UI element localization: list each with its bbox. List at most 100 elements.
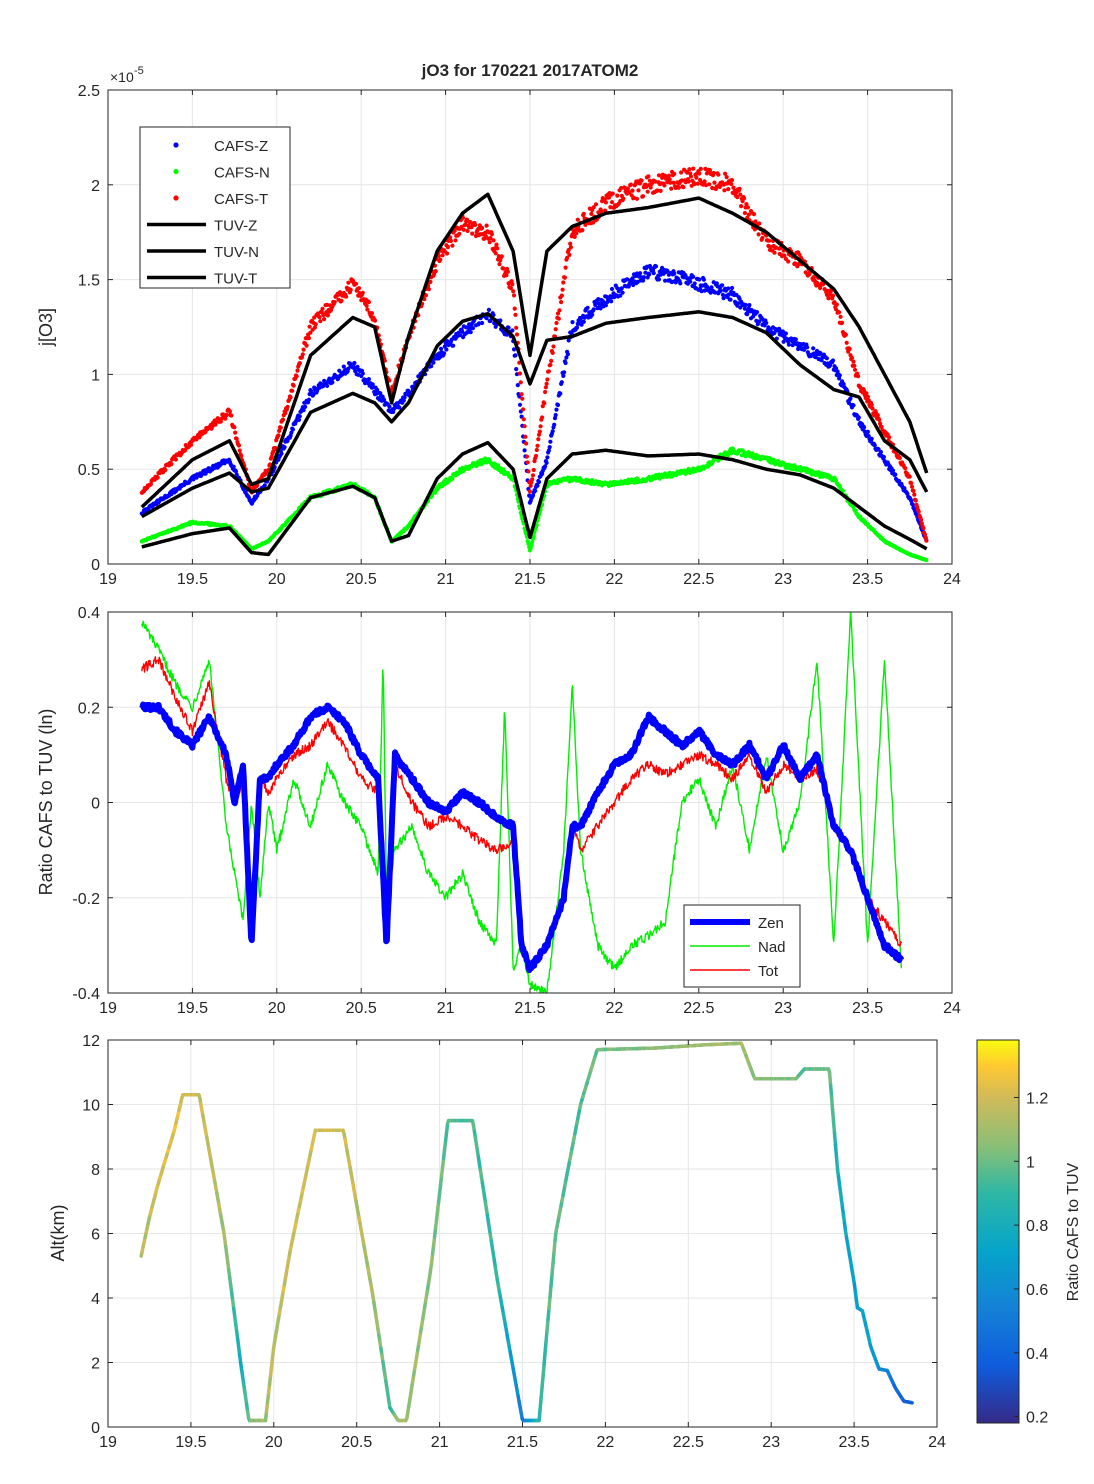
point-cafs-t (621, 196, 626, 201)
point-cafs-z (848, 396, 853, 401)
point-cafs-t (148, 482, 153, 487)
point-cafs-z (506, 325, 511, 330)
point-cafs-t (301, 347, 306, 352)
ratio-panel: 19 19.5 20 20.5 21 21.5 22 22.5 23 23.5 24 -0.4 -0.2… (36, 605, 961, 1017)
point-cafs-t (562, 275, 568, 280)
p2-xtick-label: 21 (437, 1000, 455, 1017)
point-cafs-t (494, 242, 499, 247)
point-cafs-t (484, 223, 489, 228)
series-cafs-n (139, 446, 929, 563)
point-cafs-z (511, 347, 517, 352)
point-cafs-t (645, 189, 650, 194)
point-cafs-t (525, 460, 530, 465)
p2-xtick-label: 21.5 (514, 1000, 545, 1017)
point-cafs-t (534, 447, 539, 453)
point-cafs-t (716, 172, 721, 177)
point-cafs-t (636, 188, 641, 193)
point-cafs-t (669, 186, 674, 191)
point-cafs-z (484, 316, 489, 321)
point-cafs-t (639, 178, 644, 183)
point-cafs-z (651, 271, 656, 276)
point-cafs-t (372, 318, 378, 323)
point-cafs-z (726, 286, 731, 291)
jo3-ylabel: j[O3] (36, 308, 56, 347)
point-cafs-t (277, 428, 282, 433)
point-cafs-z (851, 403, 856, 408)
point-cafs-t (530, 477, 535, 482)
point-cafs-t (533, 453, 539, 459)
point-cafs-t (555, 311, 561, 316)
point-cafs-t (707, 182, 712, 187)
point-cafs-t (849, 355, 855, 360)
point-cafs-t (536, 432, 542, 437)
point-cafs-z (297, 414, 302, 419)
point-cafs-t (756, 232, 761, 237)
point-cafs-t (433, 269, 438, 274)
point-cafs-t (843, 332, 849, 337)
point-cafs-z (574, 325, 580, 330)
point-cafs-t (676, 185, 681, 190)
point-cafs-z (830, 358, 836, 363)
altitude-ylabel: Alt(km) (48, 1205, 68, 1262)
p3-xtick-label: 23 (762, 1434, 780, 1451)
colorbar-label: Ratio CAFS to TUV (1065, 1162, 1082, 1301)
point-cafs-z (387, 404, 392, 409)
point-cafs-t (887, 435, 892, 440)
point-cafs-t (537, 429, 542, 434)
altitude-segment (537, 1407, 542, 1423)
point-cafs-t (542, 401, 547, 406)
point-cafs-t (634, 196, 640, 201)
p3-xtick-label: 24 (928, 1434, 946, 1451)
point-cafs-t (742, 210, 748, 216)
point-cafs-z (641, 278, 646, 283)
point-cafs-z (598, 306, 603, 311)
point-cafs-t (767, 238, 772, 243)
point-cafs-t (312, 325, 317, 330)
point-cafs-t (723, 171, 728, 176)
point-cafs-z (856, 415, 861, 420)
point-cafs-t (353, 281, 359, 286)
point-cafs-t (169, 462, 174, 467)
point-cafs-z (697, 277, 702, 282)
point-cafs-z (547, 445, 552, 450)
p1-xtick-label: 22 (606, 571, 624, 588)
point-cafs-z (445, 339, 450, 344)
point-cafs-z (609, 286, 615, 292)
altitude-segment (539, 1385, 544, 1400)
point-cafs-t (792, 261, 798, 266)
point-cafs-z (805, 345, 810, 350)
point-cafs-t (687, 167, 692, 172)
point-cafs-t (543, 385, 549, 390)
point-cafs-z (341, 364, 346, 369)
point-cafs-z (566, 338, 571, 343)
point-cafs-z (619, 286, 624, 291)
figure-title: jO3 for 170221 2017ATOM2 (421, 61, 639, 80)
point-cafs-t (545, 377, 550, 382)
point-cafs-t (463, 222, 468, 227)
point-cafs-n (590, 478, 595, 483)
point-cafs-z (360, 371, 365, 376)
point-cafs-z (709, 285, 714, 290)
altitude-segment (831, 1119, 837, 1135)
point-cafs-t (239, 454, 244, 459)
p3-ytick-label: 12 (82, 1033, 100, 1050)
point-cafs-z (296, 417, 302, 422)
point-cafs-z (793, 337, 798, 342)
point-cafs-t (856, 374, 861, 379)
point-cafs-t (697, 171, 702, 176)
point-cafs-t (811, 274, 817, 279)
colorbar-tick-label: 0.2 (1026, 1410, 1048, 1427)
point-cafs-z (688, 279, 693, 284)
altitude-segment (538, 1396, 543, 1412)
point-cafs-z (910, 502, 915, 507)
point-cafs-t (288, 395, 293, 400)
point-cafs-t (722, 188, 727, 193)
point-cafs-t (317, 315, 322, 320)
p1-ytick-label: 2 (91, 178, 100, 195)
point-cafs-t (909, 480, 914, 486)
altitude-segment (830, 1107, 836, 1123)
point-cafs-t (729, 178, 735, 183)
altitude-segment (542, 1351, 547, 1367)
point-cafs-t (344, 294, 349, 299)
point-cafs-t (869, 402, 874, 407)
